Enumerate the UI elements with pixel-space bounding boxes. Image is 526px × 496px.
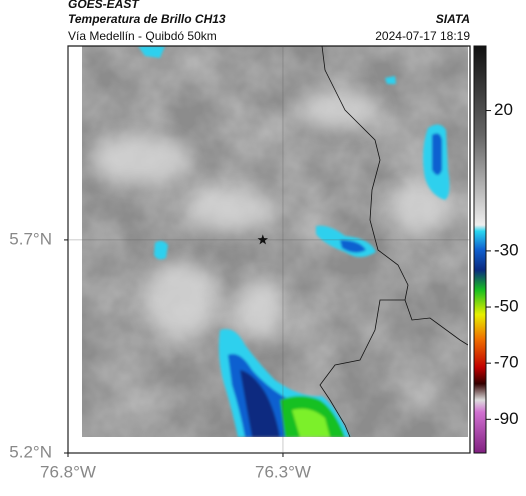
colorbar-tick-label: 20 (494, 100, 513, 119)
x-tick-label: 76.3°W (255, 462, 311, 481)
colorbar-tick-label: -90 (494, 409, 519, 428)
colorbar-tick-label: -70 (494, 353, 519, 372)
timestamp: 2024-07-17 18:19 (375, 29, 470, 43)
source: SIATA (436, 12, 470, 26)
title: GOES-EAST (68, 0, 140, 11)
colorbar-tick-label: -30 (494, 240, 519, 259)
y-tick-label: 5.7°N (9, 229, 52, 248)
colorbar-tick-label: -50 (494, 297, 519, 316)
y-tick-label: 5.2°N (9, 442, 52, 461)
border (321, 46, 468, 346)
route: Vía Medellín - Quibdó 50km (68, 29, 217, 43)
location-marker (257, 234, 268, 245)
border (319, 299, 405, 437)
colorbar (473, 45, 487, 454)
x-tick-label: 76.8°W (40, 462, 96, 481)
satellite-image (82, 46, 468, 437)
subtitle: Temperatura de Brillo CH13 (68, 12, 226, 26)
